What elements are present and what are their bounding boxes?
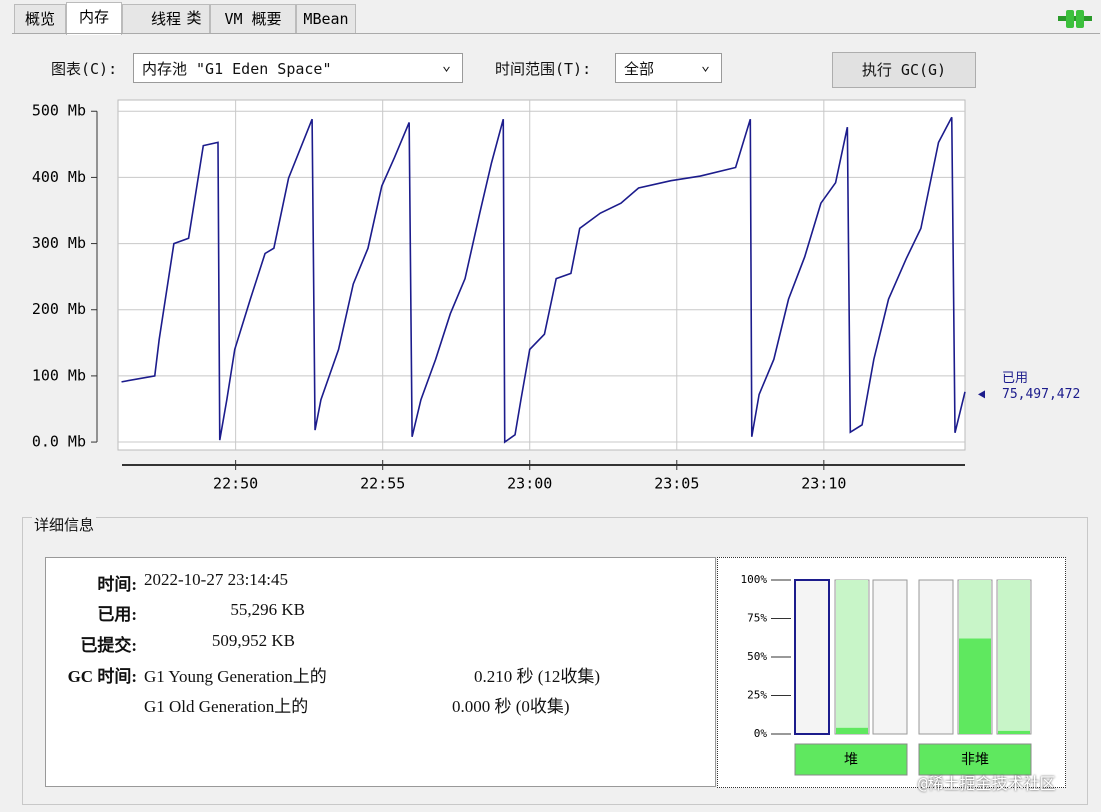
tab-border bbox=[12, 33, 1100, 34]
watermark: @稀土掘金技术社区 bbox=[918, 774, 1056, 793]
x-tick-label: 22:50 bbox=[213, 475, 258, 493]
bar-frame bbox=[794, 579, 830, 735]
gc-button[interactable]: 执行 GC(G) bbox=[832, 52, 976, 88]
x-tick-label: 22:55 bbox=[360, 475, 405, 493]
connection-icon bbox=[1058, 10, 1092, 28]
bar bbox=[998, 730, 1030, 734]
bar-committed bbox=[836, 580, 868, 734]
group-button bbox=[918, 743, 1032, 776]
detail-value: 2022-10-27 23:14:45 bbox=[144, 570, 289, 589]
details-panel bbox=[22, 517, 1088, 805]
y-tick-label: 0% bbox=[754, 727, 768, 740]
details-box bbox=[45, 557, 716, 787]
bar-frame bbox=[872, 579, 908, 735]
memory-chart: 0.0 Mb 100 Mb 200 Mb 300 Mb 400 Mb 500 Mb 22:5… bbox=[32, 99, 1080, 493]
bar bbox=[836, 727, 868, 734]
gc-name: G1 Young Generation上的 bbox=[144, 667, 327, 686]
chevron: ⌄ bbox=[442, 56, 452, 74]
detail-value: 55,296 KB bbox=[230, 600, 305, 619]
tab[interactable]: 线程 bbox=[122, 4, 210, 33]
chart-select[interactable]: 内存池 "G1 Eden Space" bbox=[133, 53, 463, 83]
details-title: 详细信息 bbox=[32, 514, 97, 535]
bar bbox=[959, 638, 991, 734]
y-tick-label: 300 Mb bbox=[32, 234, 86, 252]
y-tick-label: 100% bbox=[741, 573, 768, 586]
group-label: 堆 bbox=[844, 752, 858, 768]
tab[interactable]: MBean bbox=[296, 4, 356, 33]
gc-value: 0.210 秒 (12收集) bbox=[474, 667, 601, 686]
y-tick-label: 100 Mb bbox=[32, 366, 86, 384]
x-tick-label: 23:00 bbox=[507, 475, 552, 493]
group-label: 非堆 bbox=[961, 752, 989, 768]
y-tick-label: 200 Mb bbox=[32, 300, 86, 318]
tab[interactable]: 内存 bbox=[66, 2, 122, 35]
chart-label: 图表(C): bbox=[51, 60, 118, 78]
y-tick-label: 500 Mb bbox=[32, 102, 86, 120]
detail-label: GC 时间: bbox=[67, 667, 137, 686]
series-line bbox=[121, 116, 966, 444]
gc-name: G1 Old Generation上的 bbox=[144, 697, 309, 716]
tab[interactable]: 类 bbox=[186, 9, 202, 27]
group-button bbox=[794, 743, 908, 776]
plot-area bbox=[117, 99, 966, 451]
x-tick-label: 23:05 bbox=[654, 475, 699, 493]
x-tick-label: 23:10 bbox=[801, 475, 846, 493]
gc-value: 0.000 秒 (0收集) bbox=[452, 697, 570, 716]
tab[interactable]: 概览 bbox=[14, 4, 66, 33]
chevron: ⌄ bbox=[701, 56, 711, 74]
y-tick-label: 25% bbox=[747, 689, 767, 702]
y-tick-label: 75% bbox=[747, 612, 767, 625]
bar-committed bbox=[998, 580, 1030, 734]
y-tick-label: 50% bbox=[747, 650, 767, 663]
range-label: 时间范围(T): bbox=[495, 60, 592, 78]
y-tick-label: 400 Mb bbox=[32, 168, 86, 186]
annotation-label: 75,497,472 bbox=[1002, 387, 1080, 402]
tab[interactable]: VM 概要 bbox=[210, 4, 296, 33]
range-select[interactable]: 全部 bbox=[615, 53, 722, 83]
pool-chart: 0% 25% 50% 75% 100% 堆 非堆 bbox=[741, 573, 1032, 776]
detail-label: 已提交: bbox=[80, 636, 137, 655]
detail-label: 时间: bbox=[97, 575, 137, 594]
detail-label: 已用: bbox=[97, 605, 137, 624]
detail-value: 509,952 KB bbox=[211, 631, 295, 650]
bar-frame bbox=[918, 579, 954, 735]
y-tick-label: 0.0 Mb bbox=[32, 433, 86, 451]
annotation-marker bbox=[978, 390, 985, 399]
annotation-name: 已用 bbox=[1002, 371, 1028, 386]
